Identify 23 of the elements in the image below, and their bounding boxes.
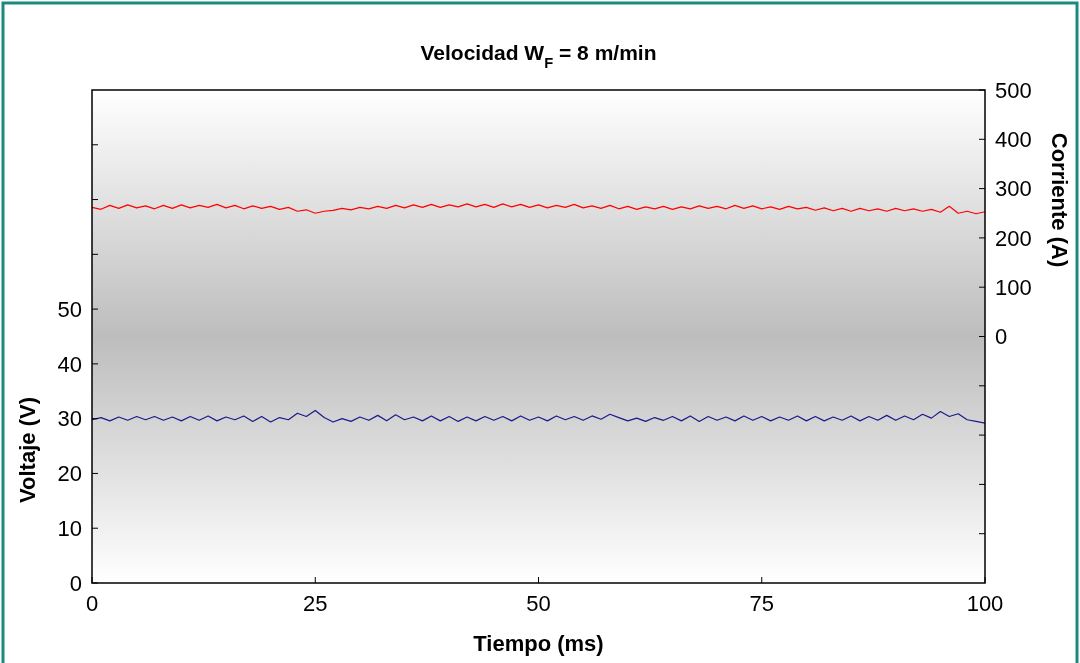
y-tick-label: 10 — [57, 515, 82, 541]
y2-tick-label: 0 — [995, 324, 1008, 350]
y-tick-label: 50 — [57, 296, 82, 322]
x-tick-label: 0 — [85, 591, 99, 616]
y-tick-label: 20 — [57, 461, 82, 487]
y-tick-label: 40 — [57, 351, 82, 377]
y-tick-label: 30 — [57, 406, 82, 432]
line-series — [91, 409, 986, 424]
y-tick-label: 0 — [69, 570, 82, 596]
x-tick-label: 75 — [749, 591, 774, 616]
y2-axis-title: Corriente (A) — [1047, 132, 1072, 268]
y2-tick-label: 300 — [995, 176, 1032, 202]
chart-title: Velocidad W$_{F}$ = 8 m/min — [420, 41, 657, 71]
y-axis-title: Voltaje (V) — [15, 397, 40, 503]
x-tick-label: 100 — [966, 591, 1004, 616]
y2-tick-label: 200 — [995, 225, 1032, 251]
x-axis-title: Tiempo (ms) — [473, 631, 604, 656]
line-series — [91, 203, 986, 215]
x-tick-label: 50 — [526, 591, 551, 616]
y2-tick-label: 100 — [995, 274, 1032, 300]
y2-tick-label: 500 — [995, 77, 1032, 103]
x-tick-label: 25 — [303, 591, 328, 616]
y2-tick-label: 400 — [995, 127, 1032, 152]
